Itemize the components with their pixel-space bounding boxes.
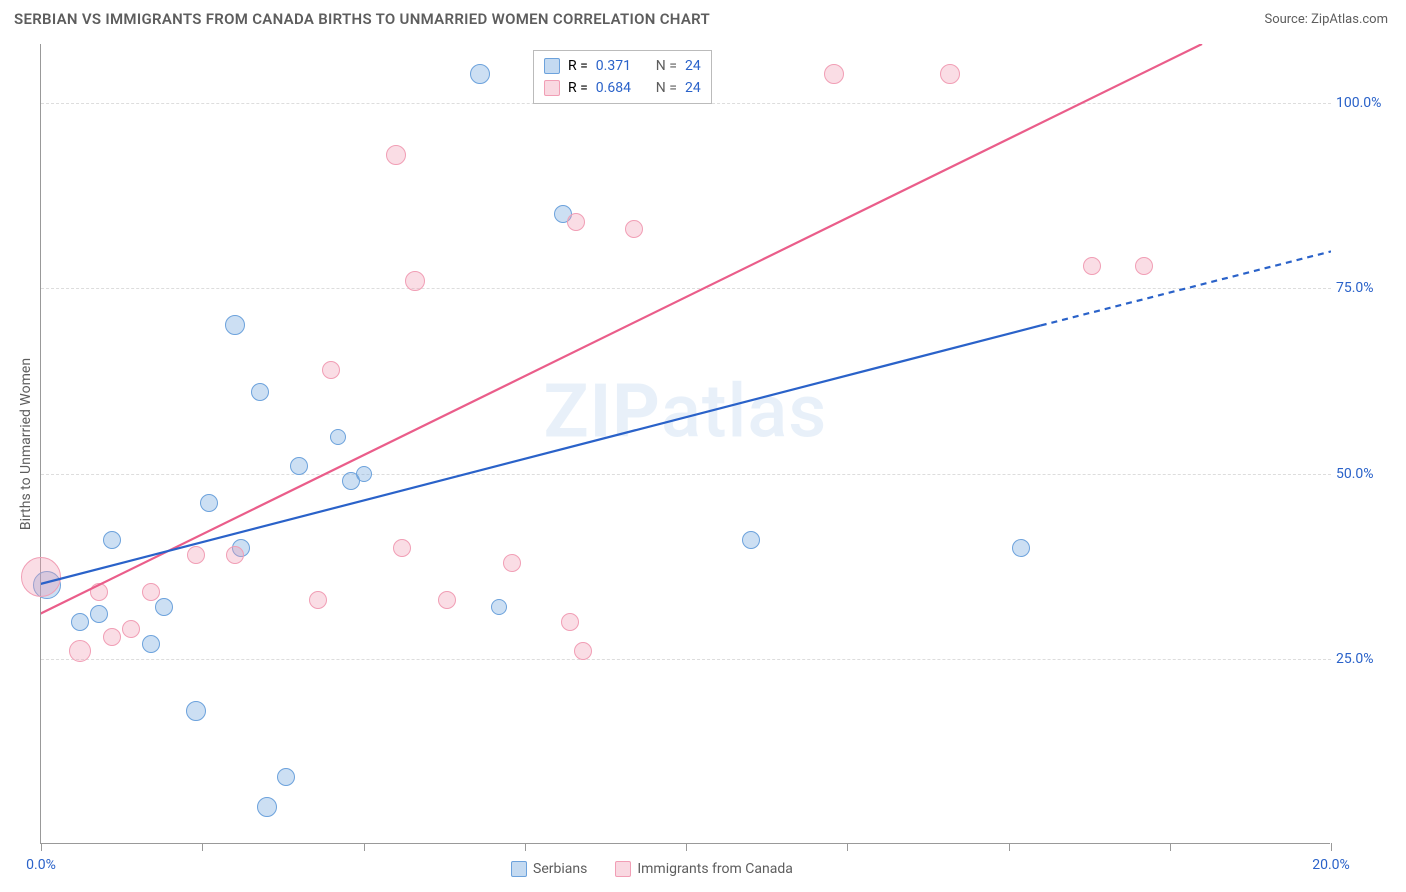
data-point: [122, 620, 140, 638]
r-value-serbians: 0.371: [596, 55, 648, 77]
y-tick-label: 75.0%: [1336, 280, 1374, 296]
y-tick-label: 50.0%: [1336, 466, 1374, 482]
n-value-serbians: 24: [685, 55, 701, 77]
legend-item-canada: Immigrants from Canada: [615, 861, 793, 877]
swatch-pink: [615, 861, 631, 877]
data-point: [251, 383, 269, 401]
data-point: [155, 598, 173, 616]
n-value-canada: 24: [685, 77, 701, 99]
r-value-canada: 0.684: [596, 77, 648, 99]
data-point: [186, 701, 206, 721]
data-point: [561, 613, 579, 631]
x-tick-mark: [847, 843, 848, 851]
n-label: N =: [656, 77, 677, 99]
y-tick-label: 25.0%: [1336, 651, 1374, 667]
data-point: [21, 557, 61, 597]
data-point: [503, 554, 521, 572]
x-tick-mark: [364, 843, 365, 851]
gridline: [41, 659, 1331, 660]
data-point: [290, 457, 308, 475]
y-axis-label: Births to Unmarried Women: [18, 358, 34, 530]
legend-item-serbians: Serbians: [511, 861, 587, 877]
data-point: [405, 271, 425, 291]
data-point: [90, 583, 108, 601]
x-tick-mark: [202, 843, 203, 851]
legend-label: Immigrants from Canada: [637, 861, 793, 877]
watermark-bold: ZIP: [544, 368, 661, 455]
r-label: R =: [568, 77, 588, 99]
data-point: [187, 546, 205, 564]
gridline: [41, 288, 1331, 289]
x-tick-mark: [1009, 843, 1010, 851]
trendlines-svg: [41, 44, 1331, 844]
n-label: N =: [656, 55, 677, 77]
chart-source: Source: ZipAtlas.com: [1264, 12, 1388, 27]
data-point: [277, 768, 295, 786]
data-point: [226, 546, 244, 564]
legend-row-canada: R = 0.684 N = 24: [544, 77, 701, 99]
data-point: [742, 531, 760, 549]
data-point: [438, 591, 456, 609]
chart-title: SERBIAN VS IMMIGRANTS FROM CANADA BIRTHS…: [14, 10, 710, 28]
chart-container: Births to Unmarried Women ZIPatlas R = 0…: [40, 44, 1390, 844]
y-tick-label: 100.0%: [1336, 95, 1381, 111]
swatch-pink: [544, 80, 560, 96]
chart-header: SERBIAN VS IMMIGRANTS FROM CANADA BIRTHS…: [0, 0, 1406, 34]
x-tick-mark: [41, 843, 42, 851]
data-point: [309, 591, 327, 609]
data-point: [103, 628, 121, 646]
data-point: [257, 797, 277, 817]
x-tick-mark: [525, 843, 526, 851]
data-point: [1083, 257, 1101, 275]
data-point: [142, 583, 160, 601]
legend-row-serbians: R = 0.371 N = 24: [544, 55, 701, 77]
data-point: [103, 531, 121, 549]
data-point: [574, 642, 592, 660]
data-point: [322, 361, 340, 379]
gridline: [41, 474, 1331, 475]
data-point: [393, 539, 411, 557]
data-point: [940, 64, 960, 84]
swatch-blue: [511, 861, 527, 877]
x-tick-label: 0.0%: [26, 857, 56, 873]
data-point: [386, 145, 406, 165]
data-point: [69, 640, 91, 662]
data-point: [470, 64, 490, 84]
data-point: [71, 613, 89, 631]
x-tick-label: 20.0%: [1312, 857, 1350, 873]
watermark-light: atlas: [661, 368, 827, 455]
correlation-legend: R = 0.371 N = 24 R = 0.684 N = 24: [533, 50, 712, 104]
x-tick-mark: [686, 843, 687, 851]
data-point: [356, 466, 372, 482]
data-point: [225, 315, 245, 335]
swatch-blue: [544, 58, 560, 74]
data-point: [1012, 539, 1030, 557]
legend-label: Serbians: [533, 861, 587, 877]
data-point: [567, 213, 585, 231]
data-point: [491, 599, 507, 615]
x-tick-mark: [1170, 843, 1171, 851]
r-label: R =: [568, 55, 588, 77]
data-point: [142, 635, 160, 653]
series-legend: Serbians Immigrants from Canada: [511, 861, 793, 877]
data-point: [90, 605, 108, 623]
plot-area: ZIPatlas R = 0.371 N = 24 R = 0.684 N = …: [40, 44, 1330, 844]
data-point: [1135, 257, 1153, 275]
data-point: [824, 64, 844, 84]
data-point: [625, 220, 643, 238]
x-tick-mark: [1331, 843, 1332, 851]
data-point: [200, 494, 218, 512]
data-point: [330, 429, 346, 445]
watermark: ZIPatlas: [544, 368, 828, 455]
